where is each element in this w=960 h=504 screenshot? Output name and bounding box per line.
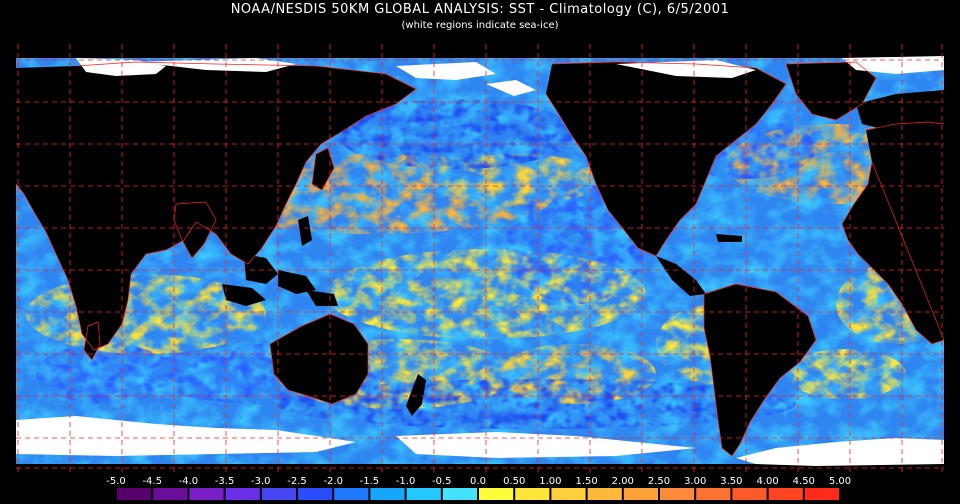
colorbar-tick-label: -4.0 (179, 476, 199, 487)
colorbar-swatch (696, 488, 731, 500)
lat-lon-grid (16, 44, 944, 472)
sst-anomaly-map (16, 44, 944, 472)
colorbar-tick-label: -0.5 (432, 476, 452, 487)
colorbar-tick-label: 0.50 (503, 476, 525, 487)
colorbar-swatch (370, 488, 405, 500)
colorbar-tick-label: -3.0 (251, 476, 271, 487)
colorbar-swatch (261, 488, 296, 500)
colorbar-swatch (768, 488, 803, 500)
colorbar-swatch (442, 488, 477, 500)
colorbar-swatch (406, 488, 441, 500)
colorbar-swatch (225, 488, 260, 500)
colorbar-swatch (551, 488, 586, 500)
colorbar-swatch (153, 488, 188, 500)
colorbar-tick-label: -3.5 (215, 476, 235, 487)
colorbar-tick-label: -1.5 (360, 476, 380, 487)
map-title: NOAA/NESDIS 50KM GLOBAL ANALYSIS: SST - … (230, 2, 730, 17)
colorbar-tick-label: 1.50 (575, 476, 597, 487)
colorbar-tick-label: -2.5 (287, 476, 307, 487)
colorbar-swatch (804, 488, 839, 500)
colorbar-tick-label: 2.00 (612, 476, 634, 487)
colorbar-tick-label: 4.00 (756, 476, 778, 487)
colorbar-swatch (117, 488, 152, 500)
colorbar-tick-label: -5.0 (106, 476, 126, 487)
sea-ice (16, 56, 944, 466)
coastlines (16, 61, 944, 457)
colorbar-tick-label: 5.00 (829, 476, 851, 487)
colorbar-tick-label: -4.5 (142, 476, 162, 487)
colorbar-swatch (334, 488, 369, 500)
map-subtitle: (white regions indicate sea-ice) (401, 20, 559, 31)
colorbar-swatch (298, 488, 333, 500)
colorbar-swatch (587, 488, 622, 500)
colorbar-tick-label: -1.0 (396, 476, 416, 487)
colorbar-swatch (515, 488, 550, 500)
colorbar-tick-label: 4.50 (793, 476, 815, 487)
colorbar-swatches (117, 488, 839, 500)
colorbar-swatch (479, 488, 514, 500)
colorbar-tick-label: 3.50 (720, 476, 742, 487)
colorbar-swatch (623, 488, 658, 500)
colorbar-tick-label: 2.50 (648, 476, 670, 487)
colorbar-tick-label: -2.0 (323, 476, 343, 487)
colorbar-swatch (660, 488, 695, 500)
land-masses (16, 44, 944, 472)
colorbar-tick-label: 0.0 (470, 476, 486, 487)
colorbar-tick-labels: -5.0 -4.5 -4.0 -3.5 -3.0 -2.5 -2.0 -1.5 -1.0 -0.5… (106, 476, 851, 487)
colorbar-tick-label: 3.00 (684, 476, 706, 487)
ocean-cold-regions (36, 99, 816, 429)
colorbar-tick-label: 1.00 (539, 476, 561, 487)
colorbar-swatch (189, 488, 224, 500)
colorbar-swatch (732, 488, 767, 500)
